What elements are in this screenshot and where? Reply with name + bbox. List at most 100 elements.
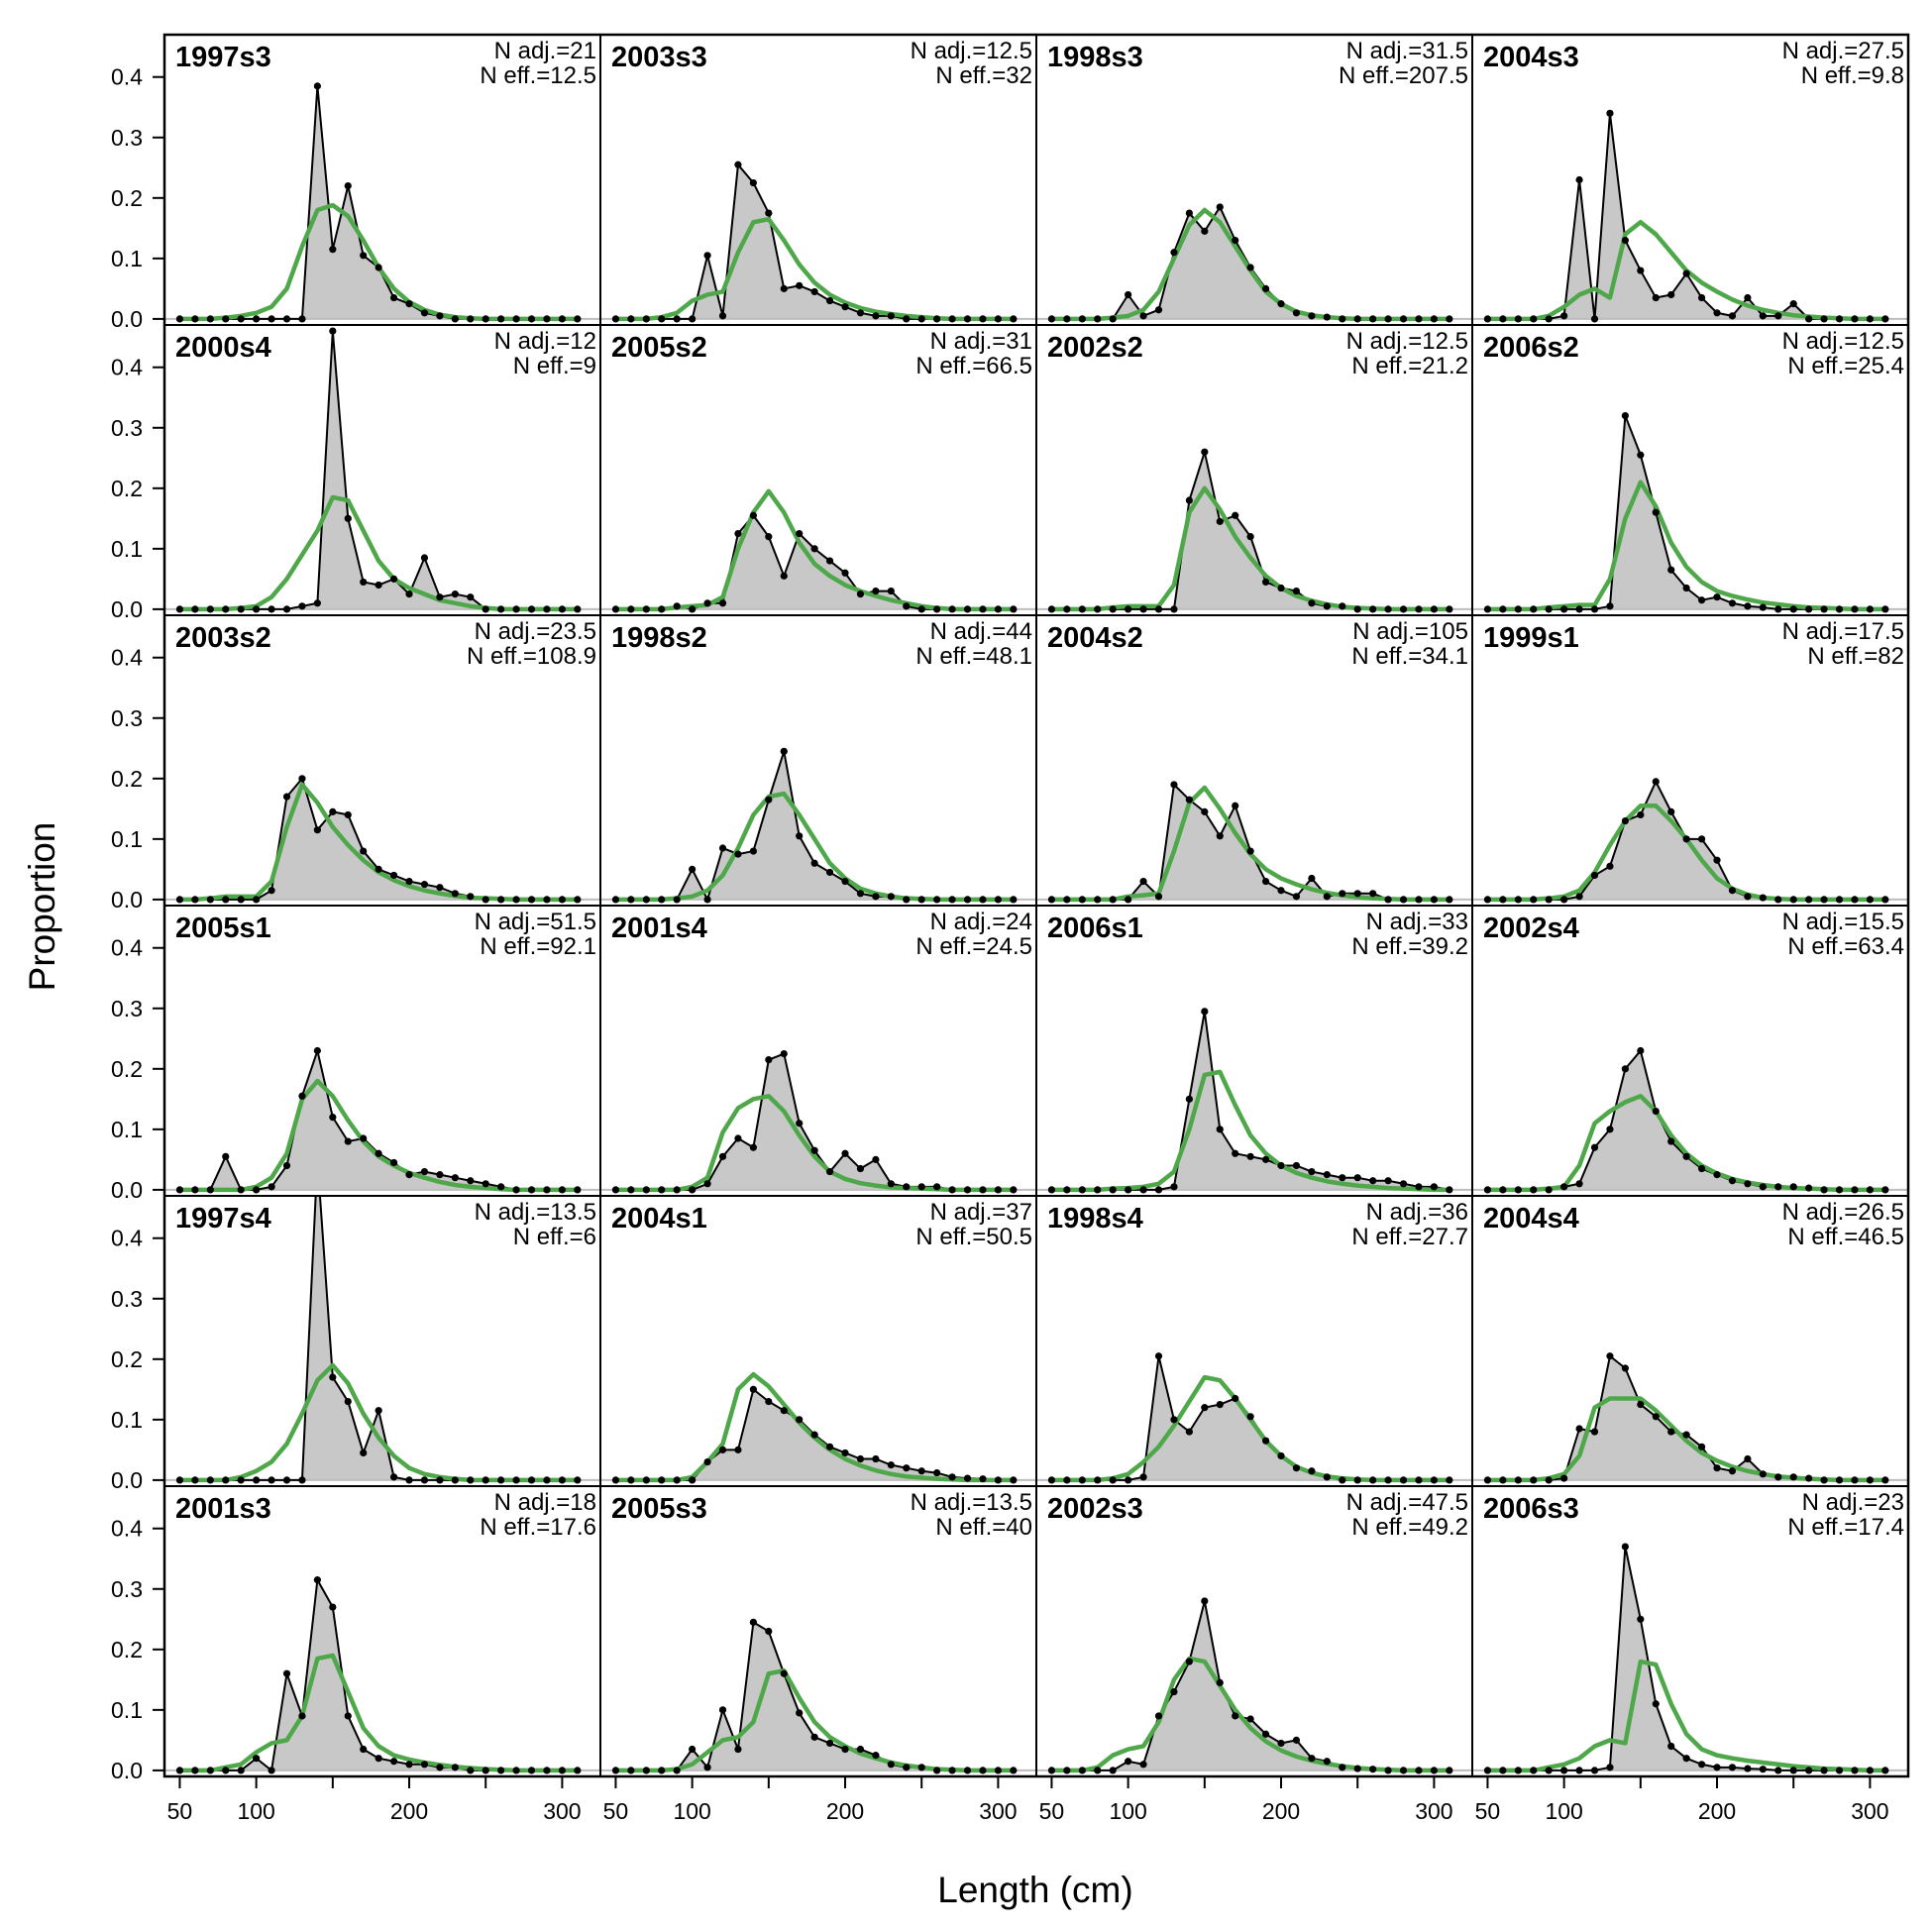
panel-1999s1: 1999s1 N adj.=17.5N eff.=82 (1471, 614, 1909, 907)
observed-point (1590, 1767, 1599, 1774)
panel-title: 1998s3 (1047, 42, 1143, 73)
observed-point (329, 807, 337, 815)
observed-point (903, 602, 911, 610)
observed-point (658, 1767, 666, 1774)
observed-point (1667, 1742, 1675, 1751)
observed-point (1384, 1476, 1392, 1484)
observed-point (1820, 605, 1828, 613)
observed-point (749, 1143, 757, 1151)
observed-point (1835, 315, 1844, 323)
n-eff-label: N eff.=63.4 (1787, 933, 1904, 960)
y-tick-label: 0.2 (111, 185, 143, 211)
observed-point (1261, 284, 1270, 292)
observed-point (856, 590, 865, 598)
observed-point (1216, 1126, 1224, 1133)
panel-1997s3: 1997s3 N adj.=21N eff.=12.5 (163, 34, 601, 326)
observed-area (1487, 1355, 1885, 1480)
observed-point (375, 264, 382, 271)
y-tick-label: 0.3 (111, 996, 143, 1021)
y-tick-label: 0.0 (111, 1758, 143, 1783)
observed-point (1246, 847, 1254, 855)
observed-point (780, 284, 788, 292)
observed-point (917, 605, 925, 613)
observed-point (1851, 315, 1859, 323)
observed-point (344, 1137, 352, 1145)
observed-point (765, 1056, 773, 1064)
observed-point (1308, 599, 1316, 607)
observed-point (1369, 1766, 1377, 1773)
x-tick-label: 300 (979, 1798, 1017, 1824)
observed-point (917, 896, 925, 904)
observed-point (206, 605, 214, 613)
observed-area (615, 164, 1014, 319)
observed-point (1353, 315, 1361, 323)
observed-point (482, 315, 489, 323)
observed-point (1154, 306, 1163, 314)
observed-point (796, 1709, 804, 1717)
observed-point (451, 1476, 459, 1484)
observed-point (467, 1476, 475, 1484)
observed-point (1139, 1761, 1147, 1769)
observed-point (1010, 605, 1018, 613)
observed-point (1399, 1767, 1408, 1774)
observed-point (1139, 1186, 1147, 1194)
observed-point (673, 602, 681, 610)
y-tick-label: 0.0 (111, 1467, 143, 1493)
observed-point (1789, 605, 1797, 613)
observed-point (1292, 587, 1301, 595)
observed-point (482, 896, 489, 904)
observed-point (497, 1767, 505, 1774)
n-adj-label: N adj.=31.5 (1346, 38, 1468, 64)
observed-point (1697, 1761, 1706, 1769)
observed-point (642, 1186, 650, 1194)
observed-point (1606, 1764, 1614, 1771)
observed-point (1154, 605, 1163, 613)
panel-title: 2002s2 (1047, 332, 1143, 364)
observed-point (527, 605, 536, 613)
observed-point (1261, 1437, 1270, 1445)
observed-point (917, 1764, 925, 1771)
observed-point (1835, 605, 1844, 613)
observed-point (1353, 890, 1361, 898)
observed-point (1047, 1186, 1056, 1194)
observed-point (887, 312, 895, 320)
observed-point (1575, 175, 1583, 184)
observed-point (1339, 890, 1346, 898)
observed-point (689, 865, 697, 873)
observed-point (298, 1476, 306, 1484)
y-tick-label: 0.3 (111, 1576, 143, 1602)
observed-point (841, 303, 849, 311)
observed-point (703, 896, 711, 904)
y-tick-label: 0.0 (111, 596, 143, 622)
observed-point (175, 605, 184, 613)
observed-point (796, 832, 804, 840)
observed-point (1308, 312, 1316, 320)
observed-point (1499, 896, 1507, 904)
observed-point (558, 1476, 567, 1484)
panel-2006s1: 2006s1 N adj.=33N eff.=39.2 (1035, 905, 1473, 1197)
expected-line (179, 1362, 578, 1483)
observed-point (734, 1134, 742, 1142)
n-adj-label: N adj.=24 (930, 909, 1032, 935)
observed-point (1835, 1186, 1844, 1194)
y-tick-label: 0.4 (111, 1226, 143, 1251)
observed-point (1446, 315, 1453, 323)
n-eff-label: N eff.=82 (1807, 643, 1904, 670)
panel-2005s2: 2005s2 N adj.=31N eff.=66.5 (599, 324, 1037, 616)
observed-point (1744, 1454, 1752, 1463)
observed-point (1499, 1186, 1507, 1194)
x-tick-label: 200 (826, 1798, 864, 1824)
observed-point (512, 605, 520, 613)
observed-point (360, 1449, 368, 1457)
expected-line (1051, 485, 1449, 612)
panel-2002s4: 2002s4 N adj.=15.5N eff.=63.4 (1471, 905, 1909, 1197)
observed-point (1010, 1186, 1018, 1194)
observed-point (1697, 596, 1706, 604)
observed-point (206, 315, 214, 323)
n-eff-label: N eff.=27.7 (1351, 1224, 1468, 1250)
observed-point (1713, 1464, 1721, 1472)
observed-point (1047, 1476, 1056, 1484)
n-eff-label: N eff.=92.1 (480, 933, 596, 960)
observed-point (1339, 315, 1346, 323)
observed-point (933, 896, 941, 904)
